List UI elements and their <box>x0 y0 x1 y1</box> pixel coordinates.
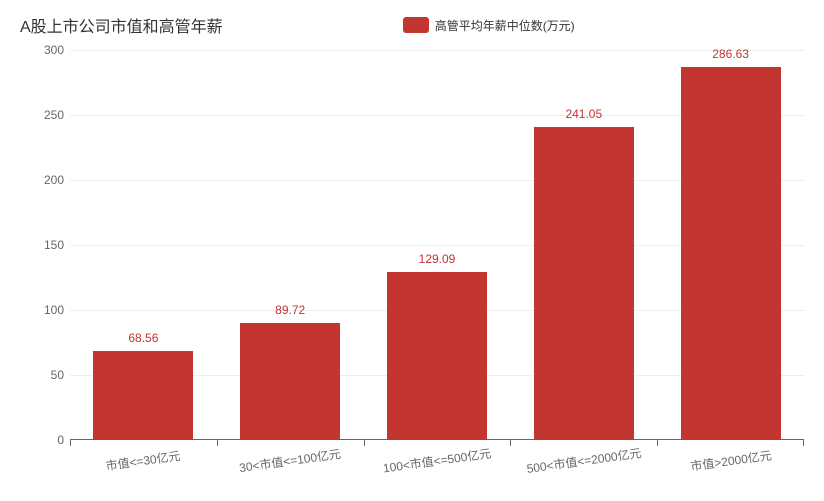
chart-container: A股上市公司市值和高管年薪 高管平均年薪中位数(万元) 050100150200… <box>0 0 824 501</box>
bar-value-label: 129.09 <box>387 252 487 266</box>
y-tick-label: 50 <box>30 368 64 382</box>
x-tick-label: 30<市值<=100亿元 <box>238 445 342 476</box>
x-tick-label: 500<市值<=2000亿元 <box>525 444 642 477</box>
x-axis-tick <box>70 440 71 446</box>
legend-label: 高管平均年薪中位数(万元) <box>435 17 575 34</box>
bar <box>681 67 781 440</box>
y-tick-label: 300 <box>30 43 64 57</box>
plot-area: 05010015020025030068.56市值<=30亿元89.7230<市… <box>70 50 804 440</box>
bar-value-label: 286.63 <box>681 47 781 61</box>
chart-header: A股上市公司市值和高管年薪 高管平均年薪中位数(万元) <box>20 10 804 40</box>
bar-value-label: 241.05 <box>534 107 634 121</box>
y-tick-label: 250 <box>30 108 64 122</box>
x-tick-label: 市值>2000亿元 <box>689 446 772 474</box>
y-tick-label: 100 <box>30 303 64 317</box>
x-tick-label: 100<市值<=500亿元 <box>382 444 492 476</box>
x-axis-tick <box>510 440 511 446</box>
y-tick-label: 0 <box>30 433 64 447</box>
bar <box>534 127 634 440</box>
bar <box>93 351 193 440</box>
y-tick-label: 200 <box>30 173 64 187</box>
x-axis-tick <box>657 440 658 446</box>
y-tick-label: 150 <box>30 238 64 252</box>
chart-title: A股上市公司市值和高管年薪 <box>20 13 223 37</box>
x-axis-tick <box>803 440 804 446</box>
x-axis-tick <box>364 440 365 446</box>
bar <box>387 272 487 440</box>
legend-swatch <box>403 17 429 33</box>
bar-value-label: 68.56 <box>93 331 193 345</box>
chart-legend: 高管平均年薪中位数(万元) <box>403 17 575 34</box>
bar <box>240 323 340 440</box>
bar-value-label: 89.72 <box>240 303 340 317</box>
x-axis-tick <box>217 440 218 446</box>
x-tick-label: 市值<=30亿元 <box>105 447 182 474</box>
